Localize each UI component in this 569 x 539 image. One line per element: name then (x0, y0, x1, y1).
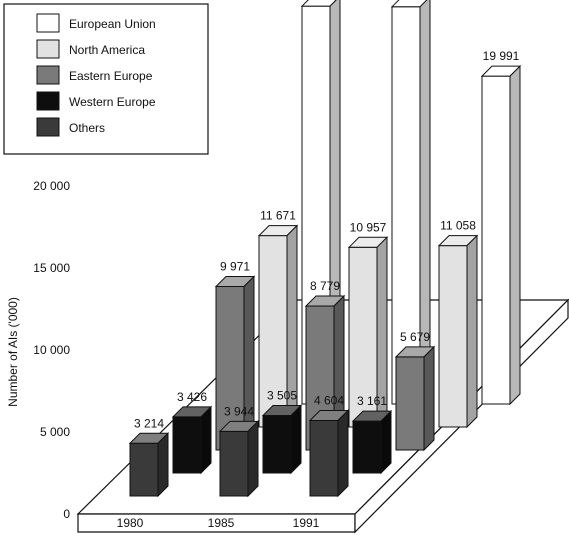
legend-swatch (36, 117, 60, 137)
y-axis: Number of AIs ('000) 0 5 000 10 000 15 000 2… (6, 97, 70, 521)
x-category-label-1991: 1991 (293, 516, 320, 530)
data-label-western-europe-1985: 3 505 (267, 389, 297, 403)
legend-label: North America (69, 43, 145, 57)
bar-side (423, 345, 435, 452)
bar-front (481, 75, 511, 405)
legend-item-european-union: European Union (36, 13, 156, 33)
data-label-eastern-europe-1980: 9 971 (220, 259, 250, 273)
legend-item-north-america: North America (36, 39, 145, 59)
y-tick-label: 10 000 (33, 343, 70, 357)
bar-side (290, 404, 302, 475)
data-label-eastern-europe-1985: 8 779 (310, 279, 340, 293)
bar-side (157, 432, 169, 498)
bar-side (337, 409, 349, 498)
bar-front (352, 420, 382, 474)
legend-swatch (36, 39, 60, 59)
legend-item-eastern-europe: Eastern Europe (36, 65, 153, 85)
legend-swatch (36, 65, 60, 85)
data-label-others-1985: 3 944 (224, 404, 254, 418)
legend-label: Eastern Europe (69, 69, 153, 83)
legend-label: Western Europe (69, 95, 156, 109)
legend-label: European Union (69, 17, 156, 31)
bar-others-1985: 3 944 (218, 404, 260, 498)
bar-front (395, 356, 425, 451)
y-tick-label: 15 000 (33, 261, 70, 275)
bar-western-europe-1991: 3 161 (351, 394, 393, 475)
data-label-others-1980: 3 214 (134, 416, 164, 430)
bar-eastern-europe-1991: 5 679 (394, 330, 436, 452)
y-tick-label: 0 (63, 507, 70, 521)
data-label-north-america-1985: 10 957 (350, 220, 387, 234)
bar-western-europe-1980: 3 426 (171, 390, 213, 475)
bar-north-america-1985: 10 957 (347, 220, 389, 429)
bar-side (380, 409, 392, 475)
bar-side (509, 64, 521, 406)
bar-side (247, 420, 259, 498)
bar-others-1991: 4 604 (308, 393, 350, 498)
x-category-label-1985: 1985 (208, 516, 235, 530)
legend-label: Others (69, 121, 105, 135)
legend-swatch (36, 91, 60, 111)
legend-item-others: Others (36, 117, 105, 137)
y-axis-title: Number of AIs ('000) (6, 297, 20, 407)
data-label-north-america-1980: 11 671 (260, 209, 296, 223)
bar-front (219, 430, 249, 497)
bar-front (309, 419, 339, 497)
x-axis-categories: 1980 1985 1991 (117, 516, 320, 530)
legend: European Union North America Eastern Europ… (3, 3, 209, 155)
data-label-western-europe-1980: 3 426 (177, 390, 207, 404)
data-label-european-union-1991: 19 991 (483, 49, 520, 63)
bar-front (438, 245, 468, 428)
data-label-western-europe-1991: 3 161 (357, 394, 387, 408)
bar-front (262, 415, 292, 474)
bar-top (390, 0, 428, 8)
legend-item-western-europe: Western Europe (36, 91, 156, 111)
bar-others-1980: 3 214 (128, 416, 170, 498)
bar-front (129, 442, 159, 497)
y-tick-label: 5 000 (40, 425, 70, 439)
bar-front (391, 6, 421, 405)
bar-european-union-1991: 19 991 (480, 49, 522, 406)
bar-front (172, 416, 202, 474)
data-label-others-1991: 4 604 (314, 393, 344, 407)
data-label-eastern-europe-1991: 5 679 (400, 330, 430, 344)
bar-side (200, 405, 212, 475)
x-category-label-1980: 1980 (117, 516, 144, 530)
bar-western-europe-1985: 3 505 (261, 389, 303, 475)
data-label-north-america-1991: 11 058 (440, 219, 476, 233)
y-tick-label: 20 000 (33, 179, 70, 193)
bar-top (300, 0, 337, 7)
legend-swatch (36, 13, 60, 33)
bar-side (466, 234, 478, 429)
bar-north-america-1991: 11 058 (437, 219, 479, 429)
